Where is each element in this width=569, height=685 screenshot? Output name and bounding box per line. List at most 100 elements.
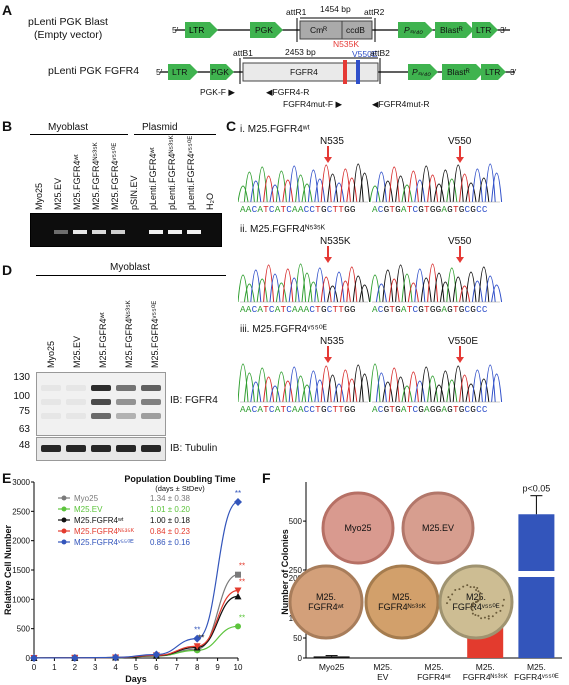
trace-peak bbox=[414, 380, 426, 403]
dish-label: M25. bbox=[466, 592, 486, 602]
vector2-name: pLenti PGK FGFR4 bbox=[48, 65, 140, 77]
mw-marker-label: 75 bbox=[18, 406, 30, 417]
dish-label: M25. bbox=[316, 592, 336, 602]
bar bbox=[518, 514, 555, 658]
significance-mark: ** bbox=[194, 626, 200, 635]
trace-peak bbox=[388, 166, 400, 203]
trace-peak bbox=[369, 274, 381, 303]
trace-peak bbox=[301, 272, 313, 303]
doubling-time-value: 1.34 ± 0.38 bbox=[150, 494, 191, 503]
trace-peak bbox=[346, 378, 358, 403]
series-line bbox=[33, 595, 239, 659]
x-tick-label: M25. bbox=[527, 662, 546, 672]
mw-marker-label: 48 bbox=[18, 440, 30, 451]
doubling-time-value: 1.00 ± 0.18 bbox=[150, 516, 191, 525]
trace-peak bbox=[327, 374, 339, 403]
trace-peak bbox=[439, 169, 451, 203]
trace-peak bbox=[295, 375, 307, 403]
y-tick-label: 500 bbox=[17, 625, 31, 634]
blot-lane-label: Myo25 bbox=[46, 340, 56, 368]
trace-peak bbox=[346, 266, 358, 303]
fgfr4-band bbox=[91, 413, 111, 419]
lane-label: M25.EV bbox=[53, 177, 63, 210]
lane-label: pLenti.FGFR4ᵛ⁵⁵⁰ᴱ bbox=[186, 135, 196, 210]
trace-peak bbox=[414, 179, 426, 203]
trace-peak bbox=[407, 170, 419, 203]
x-tick-label: 1 bbox=[52, 663, 57, 672]
fgfr4-band bbox=[141, 399, 161, 405]
blot-lane-label: M25.FGFR4ʷᵗ bbox=[98, 312, 108, 368]
x-tick-label: 3 bbox=[93, 663, 98, 672]
trace-peak bbox=[320, 164, 332, 203]
sequence-text: AACATCATCAACCTGCTTGG bbox=[240, 204, 356, 215]
data-point bbox=[234, 497, 242, 506]
trace-peak bbox=[333, 271, 345, 303]
chromatogram-title: iii. M25.FGFR4ᵛ⁵⁵⁰ᴱ bbox=[240, 324, 327, 335]
primer-fgfr4-r: ◀FGFR4-R bbox=[266, 87, 310, 97]
trace-peak bbox=[359, 284, 371, 303]
trace-peak bbox=[269, 273, 281, 303]
mutation-site-label: V550E bbox=[448, 336, 479, 347]
sequence-text: AACATCATCAAACTGCTTGG bbox=[240, 304, 356, 315]
trace-peak bbox=[446, 379, 458, 403]
trace-peak bbox=[491, 284, 503, 303]
y-tick-label: 2500 bbox=[12, 507, 30, 516]
trace-peak bbox=[307, 281, 319, 303]
lane-label: M25.FGFR4ᵛ⁵⁵⁰ᴱ bbox=[110, 142, 120, 210]
trace-peak bbox=[382, 381, 394, 403]
trace-peak bbox=[263, 175, 275, 203]
trace-peak bbox=[250, 269, 262, 303]
v550e-marker bbox=[356, 60, 360, 84]
trace-peak bbox=[382, 180, 394, 203]
chromatogram-trace bbox=[238, 246, 503, 303]
lane-label: Myo25 bbox=[34, 182, 44, 210]
fgfr4-band bbox=[116, 385, 136, 391]
trace-peak bbox=[282, 380, 294, 403]
data-point bbox=[152, 650, 161, 659]
fgfr4-band bbox=[116, 399, 136, 405]
trace-peak bbox=[256, 166, 268, 203]
x-tick-label: FGFR4ʷᵗ bbox=[417, 672, 451, 682]
y-tick-label: 0 bbox=[26, 654, 31, 663]
doubling-time-value: 0.86 ± 0.16 bbox=[150, 538, 191, 547]
trace-peak bbox=[491, 373, 503, 403]
trace-peak bbox=[352, 163, 364, 203]
n535k-marker bbox=[343, 60, 347, 84]
mutation-site-label: V550 bbox=[448, 136, 472, 147]
data-point bbox=[234, 587, 242, 595]
dish-label: FGFR4ᵛ⁵⁵⁰ᴱ bbox=[452, 602, 499, 612]
trace-peak bbox=[320, 276, 332, 303]
mutation-site-label: N535 bbox=[320, 136, 344, 147]
data-point bbox=[111, 653, 120, 662]
trace-peak bbox=[478, 378, 490, 403]
petri-dish-image bbox=[364, 564, 440, 640]
trace-peak bbox=[288, 165, 300, 203]
trace-peak bbox=[427, 375, 439, 403]
x-tick-label: 9 bbox=[215, 663, 220, 672]
y-tick-label: 0 bbox=[298, 654, 303, 663]
panel-a-label: A bbox=[2, 2, 13, 18]
trace-peak bbox=[427, 263, 439, 303]
data-point bbox=[70, 653, 79, 662]
doubling-time-value: 1.01 ± 0.20 bbox=[150, 505, 191, 514]
mw-marker-label: 130 bbox=[13, 372, 30, 383]
data-point bbox=[234, 592, 242, 600]
trace-peak bbox=[478, 177, 490, 203]
trace-peak bbox=[339, 369, 351, 403]
fgfr4-band bbox=[141, 413, 161, 419]
lane-label: pLenti.FGFR4ᴺ⁵³⁵ᴷ bbox=[167, 135, 177, 210]
trace-peak bbox=[465, 383, 477, 403]
petri-dish-image bbox=[321, 491, 395, 565]
x-axis-label: Days bbox=[125, 674, 147, 684]
trace-peak bbox=[407, 371, 419, 403]
sequence-text: ACGTGATCGTGGAGTGCGCC bbox=[372, 304, 488, 315]
trace-peak bbox=[275, 371, 287, 403]
panel-d-label: D bbox=[2, 262, 13, 278]
y-tick-label: 3000 bbox=[12, 478, 30, 487]
trace-peak bbox=[452, 276, 464, 303]
trace-peak bbox=[314, 267, 326, 303]
data-point bbox=[193, 634, 202, 643]
gel-band bbox=[187, 230, 201, 234]
gel-band bbox=[149, 230, 163, 234]
fgfr4-band bbox=[141, 385, 161, 391]
